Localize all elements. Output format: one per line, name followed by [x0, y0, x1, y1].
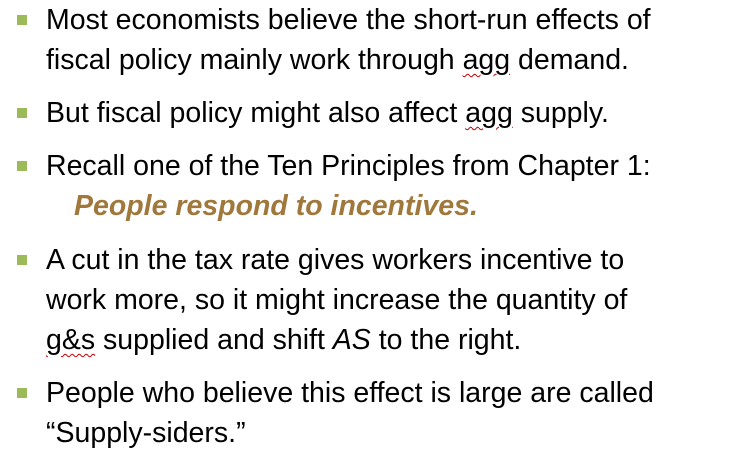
text-span: supply. [512, 97, 609, 129]
misspelled-word: agg [465, 97, 513, 129]
text-span: But fiscal policy might also affect [46, 97, 466, 129]
bullet-text: Recall one of the Ten Principles from Ch… [46, 146, 755, 226]
bullet-text: People who believe this effect is large … [46, 373, 755, 453]
bullet-marker-icon [17, 255, 27, 265]
misspelled-word: agg [462, 44, 511, 76]
text-span: “Supply-siders.” [46, 417, 246, 449]
text-line: Most economists believe the short-run ef… [46, 0, 755, 40]
text-line: fiscal policy mainly work through agg de… [46, 40, 755, 80]
text-line: A cut in the tax rate gives workers ince… [46, 240, 755, 280]
text-span: fiscal policy mainly work through [46, 44, 463, 76]
text-span: People who believe this effect is large … [46, 377, 654, 409]
text-span: Recall one of the Ten Principles from Ch… [46, 150, 651, 182]
bullet-marker-icon [17, 108, 27, 118]
bullet-text: Most economists believe the short-run ef… [46, 0, 755, 80]
text-line: People respond to incentives. [46, 186, 755, 226]
emphasis-period: . [469, 190, 478, 222]
text-line: But fiscal policy might also affect agg … [46, 93, 755, 133]
emphasis-text: People respond to incentives [74, 190, 470, 222]
text-line: work more, so it might increase the quan… [46, 280, 755, 320]
text-line: “Supply-siders.” [46, 413, 755, 453]
text-span: supplied and shift [95, 324, 333, 356]
text-span: demand. [510, 44, 629, 76]
bullet-text: But fiscal policy might also affect agg … [46, 93, 755, 133]
misspelled-word: g&s [46, 324, 96, 356]
text-span: Most economists believe the short-run ef… [46, 4, 651, 36]
text-line: People who believe this effect is large … [46, 373, 755, 413]
bullet-marker-icon [17, 388, 27, 398]
bullet-marker-icon [17, 161, 27, 171]
text-span: work more, so it might increase the quan… [46, 284, 628, 316]
text-line: Recall one of the Ten Principles from Ch… [46, 146, 755, 186]
text-span: A cut in the tax rate gives workers ince… [46, 244, 625, 276]
as-italic: AS [332, 324, 371, 356]
bullet-marker-icon [17, 15, 27, 25]
text-span: to the right. [370, 324, 522, 356]
text-line: g&s supplied and shift AS to the right. [46, 320, 755, 360]
bullet-text: A cut in the tax rate gives workers ince… [46, 240, 755, 360]
